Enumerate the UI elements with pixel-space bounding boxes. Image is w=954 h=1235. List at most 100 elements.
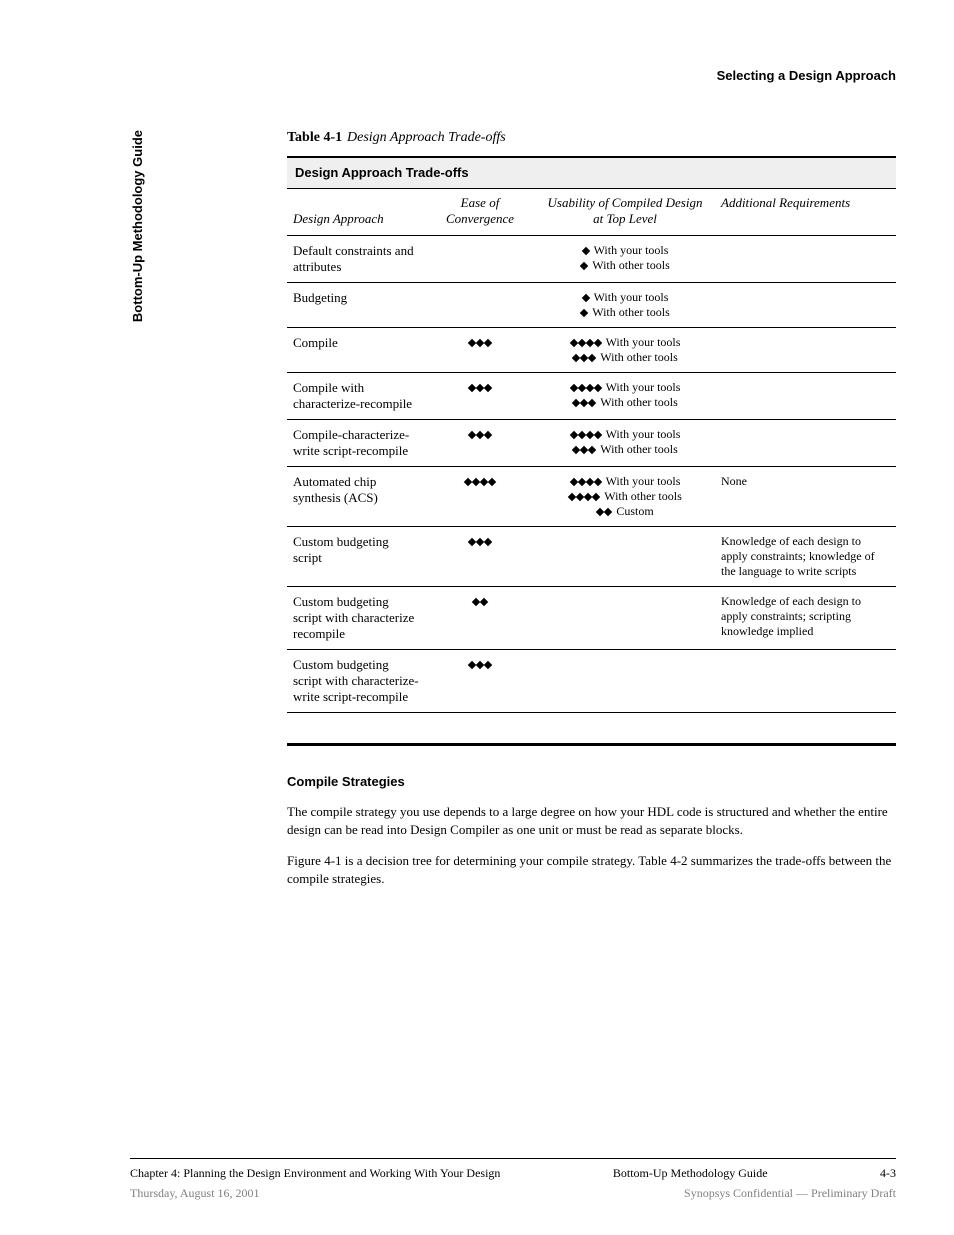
footer-date: Thursday, August 16, 2001 [130,1186,260,1201]
table-title-bar: Design Approach Trade-offs [287,156,896,189]
diamond-icon [581,294,589,302]
cell-ease [425,713,535,744]
cell-design: Custom budgeting script [287,527,425,587]
diamond-icon [593,339,601,347]
table-title: Design Approach Trade-offs [347,130,506,146]
cell-req [715,650,896,713]
diamond-icon [585,339,593,347]
diamond-icon [581,247,589,255]
cell-design: Default constraints and attributes [287,236,425,283]
table-row: Custom budgeting script with characteriz… [287,587,896,650]
running-header-right: Selecting a Design Approach [717,68,896,83]
cell-req [715,236,896,283]
cell-usability: With your toolsWith other tools [535,420,715,467]
diamond-icon [569,384,577,392]
diamond-icon [588,446,596,454]
main-content: Table 4-1 Design Approach Trade-offs Des… [287,130,896,900]
table-row: Custom budgeting script with characteriz… [287,650,896,713]
cell-req [715,420,896,467]
diamond-icon [588,399,596,407]
table-row: Compile With your toolsWith other tools [287,328,896,373]
body-paragraph-2: Figure 4-1 is a decision tree for determ… [287,852,896,887]
table-title-inner: Design Approach Trade-offs [295,165,469,180]
table-row: Custom budgeting scriptKnowledge of each… [287,527,896,587]
cell-design: Compile [287,328,425,373]
diamond-icon [577,384,585,392]
diamond-icon [569,339,577,347]
diamond-icon [569,431,577,439]
cell-design: Custom budgeting script with characteriz… [287,587,425,650]
cell-usability [535,527,715,587]
table-row: Budgeting With your toolsWith other tools [287,283,896,328]
th-ease: Ease of Convergence [425,189,535,236]
footer: Chapter 4: Planning the Design Environme… [130,1166,896,1181]
table-caption: Table 4-1 Design Approach Trade-offs [287,130,896,146]
table-row: Automated chip synthesis (ACS) With your … [287,467,896,527]
table-bottom-rule [287,744,896,746]
th-req: Additional Requirements [715,189,896,236]
diamond-icon [480,598,488,606]
diamond-icon [593,431,601,439]
footer-book: Bottom-Up Methodology Guide [613,1166,768,1181]
cell-design: Budgeting [287,283,425,328]
table-number: Table 4-1 [287,130,342,146]
cell-req: None [715,467,896,527]
cell-req [715,328,896,373]
diamond-icon [484,538,492,546]
cell-design [287,713,425,744]
diamond-icon [593,478,601,486]
th-design: Design Approach [287,189,425,236]
table-header-row: Design Approach Ease of Convergence Usab… [287,189,896,236]
cell-ease [425,373,535,420]
cell-ease [425,236,535,283]
compatibility-table: Design Approach Ease of Convergence Usab… [287,189,896,744]
diamond-icon [577,478,585,486]
cell-req [715,713,896,744]
th-usability: Usability of Compiled Design at Top Leve… [535,189,715,236]
cell-ease [425,283,535,328]
diamond-icon [580,262,588,270]
diamond-icon [585,478,593,486]
footer-page: 4-3 [880,1166,896,1181]
cell-ease [425,587,535,650]
cell-req [715,283,896,328]
cell-req [715,373,896,420]
cell-usability: With your toolsWith other toolsCustom [535,467,715,527]
cell-usability: With your toolsWith other tools [535,283,715,328]
diamond-icon [585,431,593,439]
body-paragraph-1: The compile strategy you use depends to … [287,803,896,838]
diamond-icon [484,384,492,392]
cell-design: Automated chip synthesis (ACS) [287,467,425,527]
cell-usability: With your toolsWith other tools [535,328,715,373]
footer-status: Synopsys Confidential — Preliminary Draf… [684,1186,896,1201]
cell-ease [425,650,535,713]
diamond-icon [488,478,496,486]
table-row: Compile-characterize- write script-recom… [287,420,896,467]
cell-design: Compile-characterize- write script-recom… [287,420,425,467]
page: Selecting a Design Approach Bottom-Up Me… [0,0,954,1235]
diamond-icon [484,661,492,669]
table-row: Default constraints and attributes With y… [287,236,896,283]
footer-ref: Chapter 4: Planning the Design Environme… [130,1166,500,1181]
cell-usability [535,713,715,744]
cell-ease [425,527,535,587]
diamond-icon [585,384,593,392]
diamond-icon [588,354,596,362]
cell-usability [535,587,715,650]
diamond-icon [592,493,600,501]
cell-req: Knowledge of each design to apply constr… [715,587,896,650]
cell-design: Compile with characterize-recompile [287,373,425,420]
diamond-icon [577,339,585,347]
diamond-icon [484,339,492,347]
table-row [287,713,896,744]
table-row: Compile with characterize-recompileWith … [287,373,896,420]
cell-usability: With your toolsWith other tools [535,236,715,283]
diamond-icon [604,508,612,516]
cell-ease [425,467,535,527]
diamond-icon [593,384,601,392]
footer-rule [130,1158,896,1159]
cell-usability [535,650,715,713]
diamond-icon [484,431,492,439]
cell-ease [425,420,535,467]
footer-grey: Thursday, August 16, 2001 Synopsys Confi… [130,1186,896,1201]
